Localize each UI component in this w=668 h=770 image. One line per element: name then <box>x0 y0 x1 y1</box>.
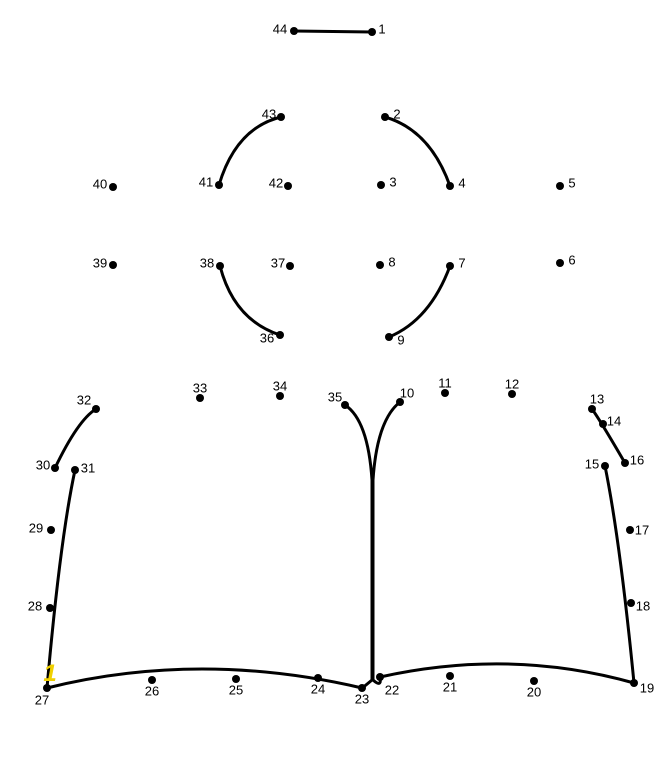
dot-label-33: 33 <box>193 381 207 396</box>
dot-32 <box>92 405 100 413</box>
dot-label-40: 40 <box>93 177 107 192</box>
dot-label-13: 13 <box>590 392 604 407</box>
dot-label-12: 12 <box>505 377 519 392</box>
dot-7 <box>446 262 454 270</box>
dot-label-38: 38 <box>200 256 214 271</box>
dot-label-3: 3 <box>389 175 396 190</box>
line-path <box>294 31 372 32</box>
dot-label-23: 23 <box>355 692 369 707</box>
dot-label-7: 7 <box>458 256 465 271</box>
dot-label-22: 22 <box>385 683 399 698</box>
dot-label-44: 44 <box>273 22 287 37</box>
line-path <box>605 466 634 683</box>
dot-label-10: 10 <box>400 386 414 401</box>
dot-3 <box>377 181 385 189</box>
dot-label-6: 6 <box>568 253 575 268</box>
line-path <box>55 409 96 468</box>
line-path <box>373 402 400 683</box>
dot-label-29: 29 <box>29 521 43 536</box>
dot-44 <box>290 27 298 35</box>
dot-1 <box>368 28 376 36</box>
dot-label-5: 5 <box>568 176 575 191</box>
dot-17 <box>626 526 634 534</box>
dot-18 <box>627 599 635 607</box>
dot-41 <box>215 181 223 189</box>
dot-label-39: 39 <box>93 256 107 271</box>
dot-6 <box>556 259 564 267</box>
dot-label-1: 1 <box>378 22 385 37</box>
dot-label-21: 21 <box>443 680 457 695</box>
dot-2 <box>381 113 389 121</box>
dot-to-dot-canvas: 1 12345678910111213141516171819202122232… <box>0 0 668 770</box>
dot-label-18: 18 <box>636 599 650 614</box>
dot-29 <box>47 526 55 534</box>
dot-label-11: 11 <box>438 376 452 391</box>
line-path <box>47 470 75 688</box>
dot-label-36: 36 <box>260 331 274 346</box>
dot-label-15: 15 <box>585 457 599 472</box>
dot-label-16: 16 <box>630 453 644 468</box>
dot-label-26: 26 <box>145 684 159 699</box>
dot-label-37: 37 <box>271 256 285 271</box>
dot-label-14: 14 <box>607 414 621 429</box>
dot-38 <box>216 262 224 270</box>
dot-15 <box>601 462 609 470</box>
dot-28 <box>46 604 54 612</box>
dot-label-20: 20 <box>527 685 541 700</box>
dot-label-19: 19 <box>640 681 654 696</box>
dot-label-4: 4 <box>458 176 465 191</box>
connection-lines <box>0 0 668 770</box>
dot-43 <box>277 113 285 121</box>
dot-label-27: 27 <box>35 693 49 708</box>
dot-label-30: 30 <box>36 458 50 473</box>
dot-label-25: 25 <box>229 683 243 698</box>
line-path <box>220 266 280 335</box>
dot-label-41: 41 <box>199 175 213 190</box>
dot-19 <box>630 679 638 687</box>
dot-label-31: 31 <box>81 461 95 476</box>
dot-5 <box>556 182 564 190</box>
dot-27 <box>43 684 51 692</box>
dot-label-24: 24 <box>311 682 325 697</box>
dot-39 <box>109 261 117 269</box>
line-path <box>345 405 372 688</box>
dot-40 <box>109 183 117 191</box>
dot-4 <box>446 182 454 190</box>
dot-label-43: 43 <box>262 107 276 122</box>
dot-label-42: 42 <box>269 176 283 191</box>
dot-22 <box>376 673 384 681</box>
dot-36 <box>276 331 284 339</box>
dot-label-34: 34 <box>273 379 287 394</box>
dot-label-8: 8 <box>388 255 395 270</box>
line-path <box>389 266 450 337</box>
dot-8 <box>376 261 384 269</box>
dot-37 <box>286 262 294 270</box>
dot-30 <box>51 464 59 472</box>
dot-label-9: 9 <box>397 333 404 348</box>
dot-label-28: 28 <box>28 599 42 614</box>
line-path <box>380 664 634 683</box>
dot-9 <box>385 333 393 341</box>
dot-label-32: 32 <box>77 393 91 408</box>
dot-31 <box>71 466 79 474</box>
dot-42 <box>284 182 292 190</box>
dot-label-2: 2 <box>393 107 400 122</box>
dot-label-35: 35 <box>328 390 342 405</box>
dot-label-17: 17 <box>635 523 649 538</box>
dot-16 <box>621 459 629 467</box>
